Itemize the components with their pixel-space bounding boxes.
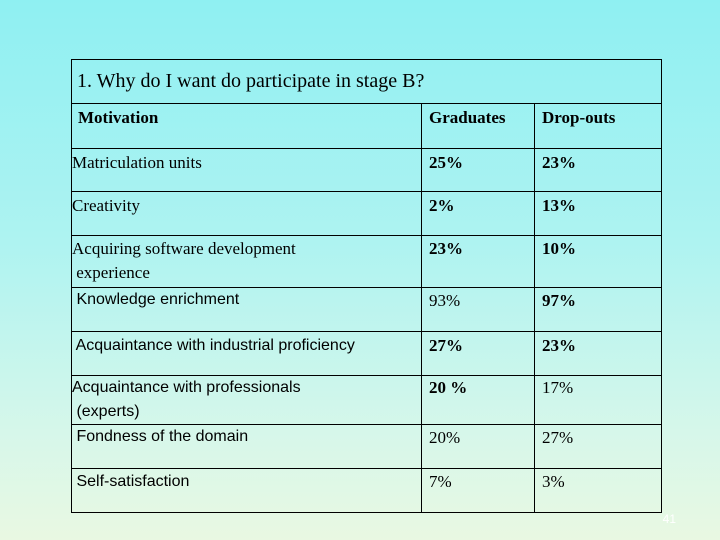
row-dropouts: 23% <box>542 153 576 172</box>
row-graduates: 25% <box>429 153 463 172</box>
row-dropouts: 23% <box>542 336 576 355</box>
row-motivation: Acquaintance with industrial proficiency <box>72 337 355 354</box>
row-motivation: Fondness of the domain <box>72 428 249 445</box>
row-motivation: Knowledge enrichment <box>72 291 240 308</box>
row-motivation: Matriculation units <box>72 153 202 172</box>
row-graduates: 20 % <box>429 378 468 397</box>
row-dropouts: 13% <box>542 196 576 215</box>
header-graduates: Graduates <box>429 108 506 127</box>
row-motivation: Acquiring software development <box>72 239 296 258</box>
row-dropouts: 27% <box>542 428 574 447</box>
row-motivation: Self-satisfaction <box>72 473 190 490</box>
table-row: Creativity 2% 13% <box>72 192 661 236</box>
row-motivation-line2: experience <box>72 263 150 282</box>
page-number: 41 <box>662 512 676 526</box>
row-graduates: 20% <box>429 428 461 447</box>
table-row: Fondness of the domain 20% 27% <box>72 425 661 469</box>
table-grid: Motivation Graduates Drop-outs Matricula… <box>72 104 661 512</box>
table-row: Acquaintance with professionals (experts… <box>72 376 661 425</box>
row-motivation-line2: (experts) <box>72 403 140 420</box>
row-graduates: 93% <box>429 291 461 310</box>
column-divider <box>534 104 535 512</box>
row-graduates: 2% <box>429 196 455 215</box>
row-motivation: Creativity <box>72 196 140 215</box>
row-graduates: 23% <box>429 239 463 258</box>
header-row: Motivation Graduates Drop-outs <box>72 104 661 149</box>
row-graduates: 27% <box>429 336 463 355</box>
table-title: 1. Why do I want do participate in stage… <box>72 60 661 104</box>
table-row: Matriculation units 25% 23% <box>72 149 661 192</box>
header-dropouts: Drop-outs <box>542 108 616 127</box>
table-row: Knowledge enrichment 93% 97% <box>72 288 661 332</box>
row-dropouts: 3% <box>542 472 565 491</box>
row-dropouts: 10% <box>542 239 576 258</box>
column-divider <box>421 104 422 512</box>
table-row: Acquaintance with industrial proficiency… <box>72 332 661 376</box>
table-row: Acquiring software development experienc… <box>72 236 661 288</box>
row-dropouts: 97% <box>542 291 576 310</box>
header-motivation: Motivation <box>78 108 159 127</box>
row-motivation: Acquaintance with professionals <box>72 379 301 396</box>
row-graduates: 7% <box>429 472 452 491</box>
row-dropouts: 17% <box>542 378 574 397</box>
table-row: Self-satisfaction 7% 3% <box>72 469 661 512</box>
motivation-table: 1. Why do I want do participate in stage… <box>71 59 662 513</box>
